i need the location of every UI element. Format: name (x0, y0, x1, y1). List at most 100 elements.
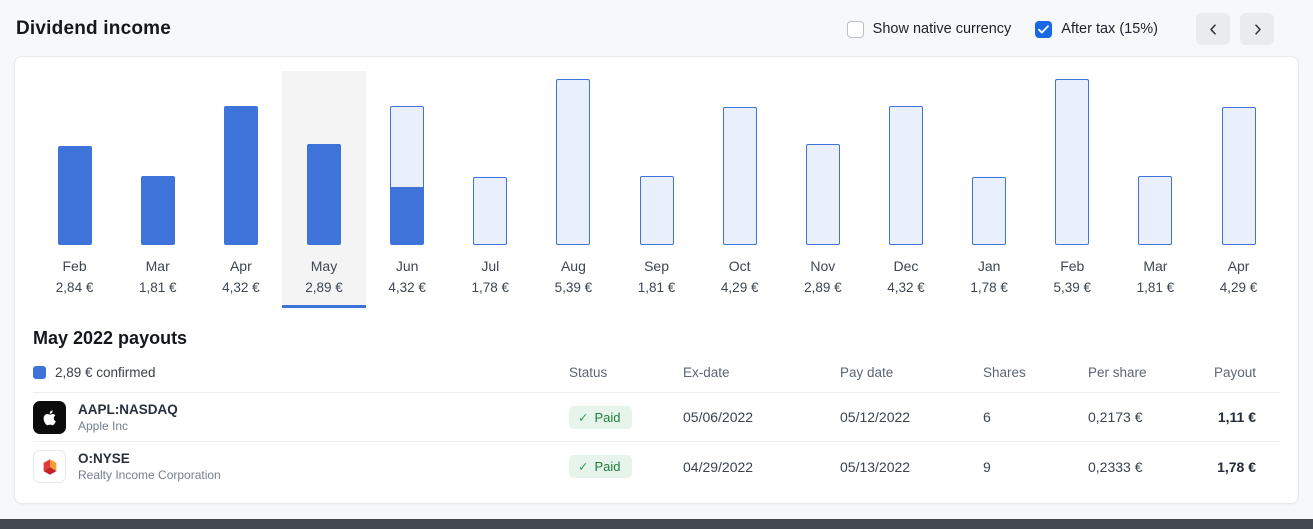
asset-name: AAPL:NASDAQ Apple Inc (78, 401, 178, 434)
month-label: Nov (810, 258, 836, 274)
payout-row-aapl[interactable]: AAPL:NASDAQ Apple Inc ✓ Paid 05/06/2022 05/12… (33, 393, 1280, 442)
payouts-heading: May 2022 payouts (33, 328, 188, 348)
chart-column-4-may[interactable]: May 2,89 € (282, 71, 366, 308)
ex-date-cell: 04/29/2022 (683, 458, 754, 475)
value-label: 1,81 € (637, 280, 676, 295)
show-native-currency-label: Show native currency (872, 21, 1012, 37)
value-label: 5,39 € (554, 280, 593, 295)
estimated-bar (722, 107, 757, 245)
chart-column-13-feb[interactable]: Feb 5,39 € (1031, 71, 1114, 308)
chart-column-7-aug[interactable]: Aug 5,39 € (532, 71, 615, 308)
status-label: Paid (594, 409, 621, 425)
month-label: Jun (395, 258, 419, 274)
page-title: Dividend income (16, 18, 172, 39)
payouts-table-header: 2,89 € confirmed Status Ex-date Pay date Sh… (33, 361, 1280, 393)
ticker-label: AAPL:NASDAQ (78, 401, 178, 417)
asset-cell: O:NYSE Realty Income Corporation (33, 450, 569, 483)
checkmark-icon (1038, 24, 1050, 33)
status-label: Paid (594, 459, 621, 474)
month-label: Mar (1143, 258, 1168, 274)
value-label: 1,78 € (471, 280, 510, 295)
confirmed-bar (223, 106, 258, 245)
bar-area (1138, 75, 1173, 245)
chart-column-8-sep[interactable]: Sep 1,81 € (615, 71, 698, 308)
chart-column-15-apr[interactable]: Apr 4,29 € (1197, 71, 1280, 308)
value-label: 1,78 € (970, 280, 1008, 295)
chevron-right-icon (1254, 23, 1261, 35)
apple-logo (33, 400, 66, 434)
realty-income-logo (33, 450, 66, 483)
pay-date-cell: 05/12/2022 (840, 409, 911, 425)
month-label: Mar (145, 258, 170, 274)
bar-area (805, 75, 840, 245)
payout-row-o[interactable]: O:NYSE Realty Income Corporation ✓ Paid 04/2… (33, 442, 1280, 491)
chart-column-1-feb[interactable]: Feb 2,84 € (33, 71, 116, 308)
estimated-bar (1055, 79, 1090, 245)
per-share-cell: 0,2333 € (1088, 458, 1143, 475)
chart-column-9-oct[interactable]: Oct 4,29 € (698, 71, 781, 308)
month-label: Apr (1227, 258, 1250, 274)
ticker-label: O:NYSE (78, 451, 130, 466)
estimated-bar (972, 177, 1007, 245)
estimated-bar (1221, 107, 1256, 245)
chart-column-6-jul[interactable]: Jul 1,78 € (449, 71, 532, 308)
value-label: 1,81 € (1136, 280, 1175, 295)
column-header-status: Status (569, 365, 608, 380)
page-header: Dividend income Show native currency Aft… (0, 0, 1313, 56)
chart-column-10-nov[interactable]: Nov 2,89 € (781, 71, 864, 308)
confirmed-legend: 2,89 € confirmed (33, 365, 569, 380)
show-native-currency-checkbox[interactable]: Show native currency (846, 20, 1012, 38)
estimated-bar (639, 176, 674, 245)
asset-name: O:NYSE Realty Income Corporation (78, 450, 221, 483)
chart-column-3-apr[interactable]: Apr 4,32 € (199, 71, 282, 308)
estimated-bar (556, 79, 591, 245)
column-header-shares: Shares (983, 365, 1026, 380)
bar-area (888, 75, 923, 245)
checkbox-unchecked-icon[interactable] (846, 20, 864, 38)
bar-area (390, 75, 425, 245)
next-period-button[interactable] (1240, 13, 1274, 45)
column-header-ex-date: Ex-date (683, 365, 730, 380)
window-bottom-edge (0, 519, 1313, 529)
month-label: Jul (481, 258, 500, 274)
chart-column-2-mar[interactable]: Mar 1,81 € (116, 71, 199, 308)
legend-label: 2,89 € confirmed (55, 365, 156, 380)
estimated-bar (888, 106, 923, 245)
chart-column-11-dec[interactable]: Dec 4,32 € (864, 71, 947, 308)
confirmed-bar (306, 144, 341, 245)
check-icon: ✓ (578, 410, 589, 425)
month-label: Feb (62, 258, 87, 274)
check-icon: ✓ (578, 460, 589, 474)
month-label: Oct (728, 258, 751, 274)
bar-area (1055, 75, 1090, 245)
confirmed-bar (57, 146, 92, 245)
month-label: Aug (560, 258, 586, 274)
chart-column-14-mar[interactable]: Mar 1,81 € (1114, 71, 1197, 308)
confirmed-bar (140, 176, 175, 245)
column-header-payout: Payout (1213, 365, 1256, 380)
shares-cell: 6 (983, 409, 991, 425)
payout-cell: 1,11 € (1217, 409, 1256, 425)
chart-column-12-jan[interactable]: Jan 1,78 € (948, 71, 1031, 308)
value-label: 4,32 € (388, 280, 426, 295)
after-tax-checkbox[interactable]: After tax (15%) (1035, 20, 1158, 38)
value-label: 2,89 € (305, 280, 343, 295)
value-label: 4,29 € (1219, 280, 1258, 295)
company-name: Realty Income Corporation (78, 468, 221, 482)
status-cell: ✓ Paid (569, 405, 683, 429)
payout-cell: 1,78 € (1217, 458, 1256, 475)
header-controls: Show native currency After tax (15%) (846, 13, 1274, 45)
payouts-table-body: AAPL:NASDAQ Apple Inc ✓ Paid 05/06/2022 05/12… (33, 393, 1280, 491)
legend-swatch-icon (33, 366, 46, 379)
dividend-card: Feb 2,84 € Mar 1,81 € Apr 4,32 € May 2,89 € Jun 4… (14, 56, 1299, 504)
chart-column-5-jun[interactable]: Jun 4,32 € (366, 71, 449, 308)
bar-area (972, 75, 1007, 245)
bar-area (1221, 75, 1256, 245)
dividend-bar-chart: Feb 2,84 € Mar 1,81 € Apr 4,32 € May 2,89 € Jun 4… (33, 71, 1280, 308)
value-label: 1,81 € (138, 280, 177, 295)
value-label: 4,32 € (887, 280, 925, 295)
checkbox-checked-icon[interactable] (1035, 20, 1053, 38)
bar-area (140, 75, 175, 245)
previous-period-button[interactable] (1196, 13, 1230, 45)
